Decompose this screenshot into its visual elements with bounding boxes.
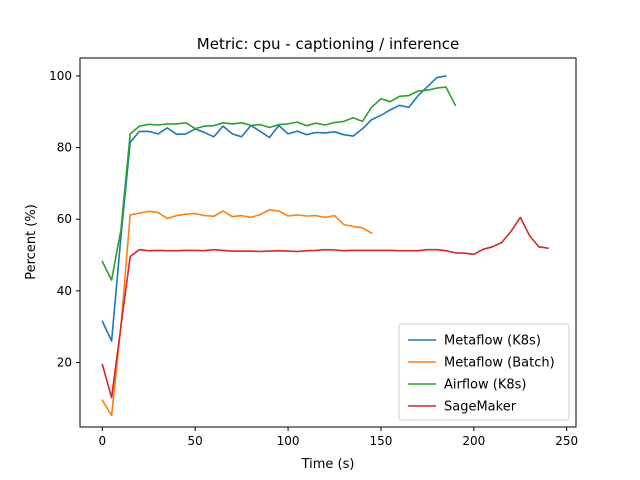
x-tick-label: 50 <box>188 434 203 448</box>
y-tick-label: 40 <box>57 284 72 298</box>
y-tick-label: 20 <box>57 356 72 370</box>
series-line-1 <box>101 209 373 417</box>
legend-box <box>398 323 570 421</box>
x-tick-label: 100 <box>277 434 300 448</box>
legend-label: Metaflow (K8s) <box>444 334 541 349</box>
x-axis-label: Time (s) <box>301 457 355 472</box>
y-axis: 20 40 60 80 100 <box>49 69 80 370</box>
x-tick-label: 250 <box>555 434 578 448</box>
legend-label: Airflow (K8s) <box>444 378 526 393</box>
x-tick-label: 150 <box>369 434 392 448</box>
legend: Metaflow (K8s) Metaflow (Batch) Airflow (K… <box>398 323 570 421</box>
y-tick-label: 60 <box>57 212 72 226</box>
x-tick-label: 0 <box>98 434 106 448</box>
x-tick-label: 200 <box>462 434 485 448</box>
y-axis-label: Percent (%) <box>24 204 39 280</box>
axes-frame <box>79 57 577 428</box>
series-line-0 <box>101 75 447 342</box>
y-tick-label: 80 <box>57 141 72 155</box>
x-axis: 0 50 100 150 200 250 <box>98 427 578 448</box>
plot-area <box>101 75 549 417</box>
legend-label: SageMaker <box>444 400 517 415</box>
legend-label: Metaflow (Batch) <box>444 356 555 371</box>
chart-title: Metric: cpu - captioning / inference <box>197 35 459 53</box>
series-line-2 <box>101 86 457 281</box>
y-tick-label: 100 <box>49 69 72 83</box>
series-line-3 <box>101 216 549 399</box>
